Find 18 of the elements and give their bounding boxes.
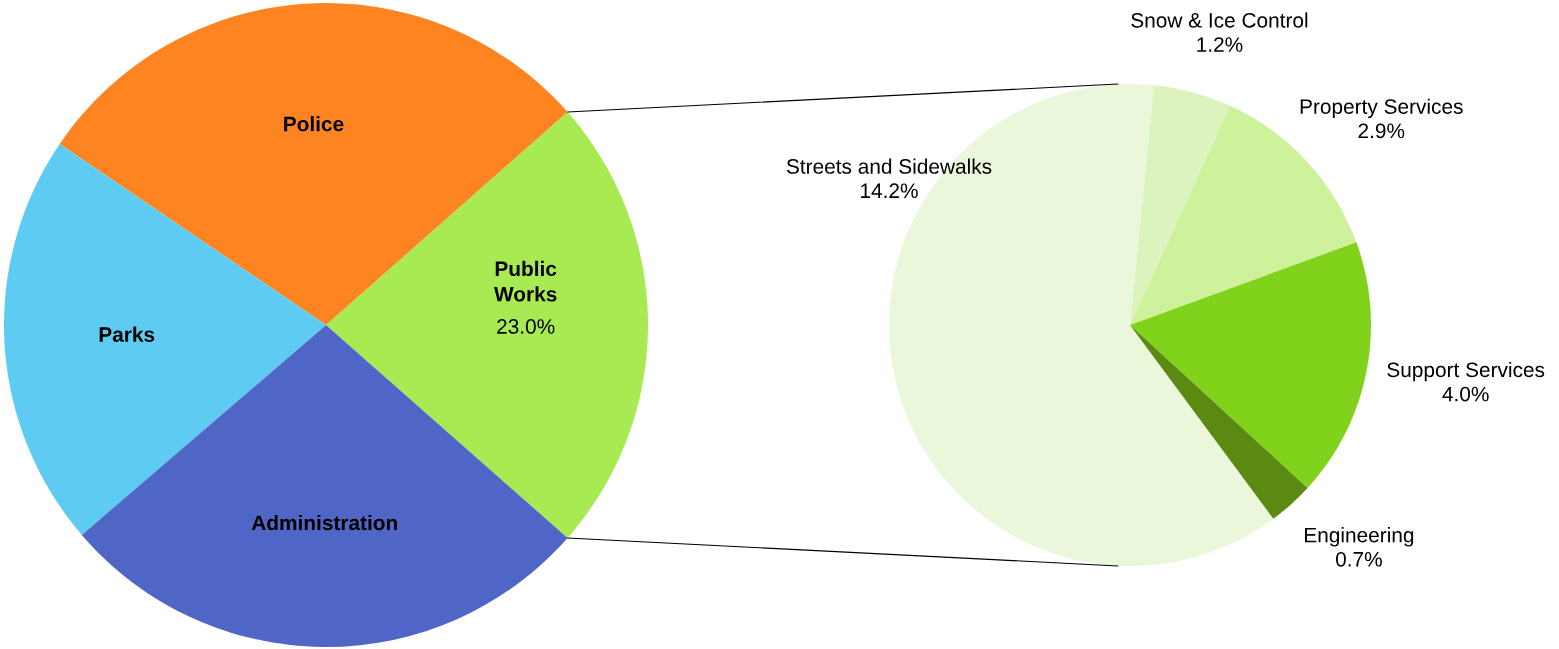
pie-slice <box>1130 85 1231 325</box>
slice-label: Property Services <box>1300 98 1463 119</box>
pie-slice <box>1130 325 1308 519</box>
slice-label: Public Works <box>494 260 557 302</box>
data-label: 14.2% <box>861 183 918 199</box>
data-label: 0.7% <box>1335 551 1382 567</box>
pie-slice <box>1130 242 1371 488</box>
slice-label: Snow & Ice Control <box>1131 12 1308 28</box>
data-label: 4.0% <box>1442 386 1489 402</box>
slice-label: Administration <box>251 514 397 531</box>
slice-label: Parks <box>99 326 155 342</box>
slice-label: Support Services <box>1387 361 1545 382</box>
data-label: 2.9% <box>1358 123 1405 139</box>
slice-label: Police <box>284 116 344 132</box>
data-label: 1.2% <box>1197 37 1243 52</box>
slice-label: Engineering <box>1305 527 1414 547</box>
data-label: 23.0% <box>497 319 555 334</box>
slice-label: Streets and Sidewalks <box>786 158 992 174</box>
